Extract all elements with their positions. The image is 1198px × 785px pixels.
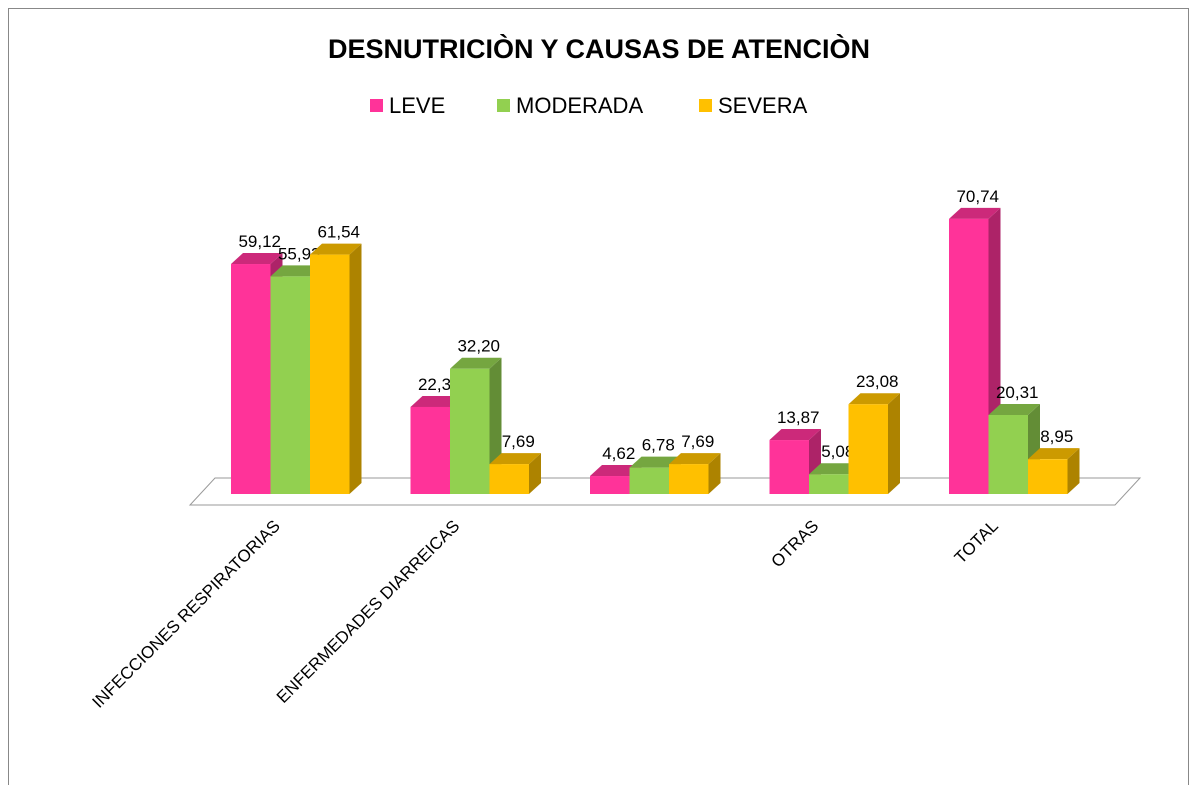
legend-swatch <box>497 99 510 112</box>
bar-top <box>769 429 821 441</box>
data-label: 22,38 <box>418 375 461 394</box>
bar-top <box>310 243 362 255</box>
legend-swatch <box>699 99 712 112</box>
bar <box>231 264 271 494</box>
bar-top <box>410 395 462 407</box>
bar <box>769 440 809 494</box>
bar-side <box>349 243 362 494</box>
bar-top <box>270 265 322 277</box>
data-label: 32,20 <box>457 337 500 356</box>
bar-top <box>231 253 283 265</box>
data-label: 61,54 <box>317 223 360 242</box>
bar <box>1028 459 1068 494</box>
bar-top <box>450 357 502 369</box>
legend-swatch <box>370 99 383 112</box>
data-label: 13,87 <box>777 408 820 427</box>
data-label: 8,95 <box>1040 427 1073 446</box>
data-label: 70,74 <box>956 187 999 206</box>
bar <box>629 467 669 494</box>
bar <box>848 404 888 494</box>
bar-top <box>1028 448 1080 460</box>
bar <box>270 276 310 494</box>
bar-top <box>848 393 900 405</box>
bar-top <box>629 456 681 468</box>
bar <box>949 218 989 494</box>
data-label: 23,08 <box>856 372 899 391</box>
bar <box>410 406 450 494</box>
bar-side <box>529 453 541 494</box>
chart-title: DESNUTRICIÒN Y CAUSAS DE ATENCIÒN <box>328 33 870 64</box>
legend-label: MODERADA <box>516 93 643 118</box>
bar-top <box>988 403 1040 415</box>
data-label: 55,93 <box>278 244 321 263</box>
bar-side <box>1067 448 1080 494</box>
bar <box>310 254 350 494</box>
bar <box>590 476 630 494</box>
data-label: 7,69 <box>681 432 714 451</box>
legend-label: LEVE <box>389 93 445 118</box>
data-label: 59,12 <box>238 232 281 251</box>
bar <box>450 368 490 494</box>
data-label: 7,69 <box>502 432 535 451</box>
data-label: 20,31 <box>996 383 1039 402</box>
data-label: 5,08 <box>821 442 854 461</box>
legend-label: SEVERA <box>718 93 808 118</box>
bar <box>489 464 529 494</box>
bar-side <box>888 393 900 494</box>
bar <box>809 474 849 494</box>
bar-top <box>809 463 861 475</box>
bar-top <box>489 453 541 465</box>
bar-top <box>949 207 1001 219</box>
bar-top <box>669 453 721 465</box>
bar-side <box>708 453 721 494</box>
bar-top <box>590 465 642 477</box>
data-label: 4,62 <box>602 444 635 463</box>
bar <box>988 414 1028 494</box>
bar <box>669 464 709 494</box>
data-label: 6,78 <box>642 436 675 455</box>
